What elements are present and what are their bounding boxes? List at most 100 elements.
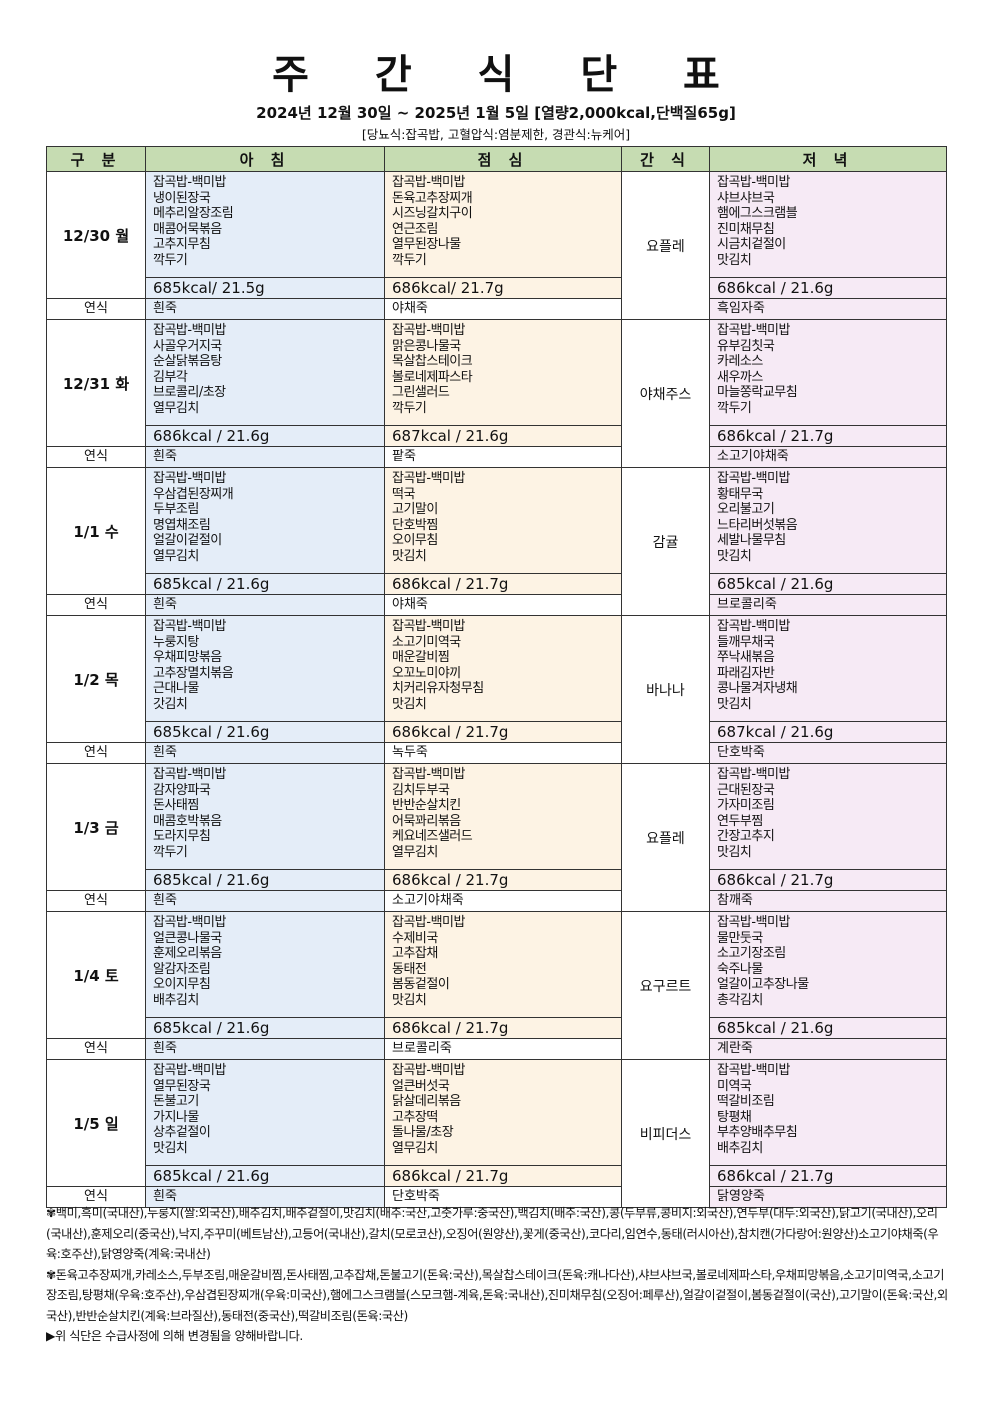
menu-item: 단호박찜	[392, 517, 438, 533]
breakfast-soft-diet: 흰죽	[145, 1186, 385, 1208]
menu-item: 파래김자반	[717, 665, 775, 681]
menu-item: 누룽지탕	[153, 634, 199, 650]
day-label: 12/31 화	[46, 319, 146, 447]
day-menu-row: 1/2 목 잡곡밥-백미밥 누룽지탕 우채피망볶음 고추장멸치볶음 근대나물 갓김치 잡곡밥-…	[46, 615, 947, 764]
menu-item: 닭살데리볶음	[392, 1094, 461, 1110]
snack-cell: 바나나	[621, 615, 710, 764]
breakfast-kcal: 685kcal / 21.6g	[145, 721, 385, 743]
day-menu-row: 1/5 일 잡곡밥-백미밥 열무된장국 돈불고기 가지나물 상추겉절이 맛김치 잡곡밥-백미밥…	[46, 1059, 947, 1208]
menu-item: 잡곡밥-백미밥	[717, 619, 790, 634]
snack-cell: 요플레	[621, 171, 710, 320]
soft-diet-row: 연식 흰죽 야채죽 브로콜리죽	[46, 594, 947, 616]
dinner-soft-diet: 계란죽	[709, 1038, 947, 1060]
kcal-row: 685kcal / 21.6g 686kcal / 21.7g 686kcal / …	[47, 1165, 947, 1187]
breakfast-soft-diet: 흰죽	[145, 446, 385, 468]
breakfast-menu-cell: 잡곡밥-백미밥 사골우거지국 순살닭볶음탕 김부각 브로콜리/초장 열무김치	[145, 319, 385, 426]
menu-item: 봄동겉절이	[392, 977, 450, 993]
menu-body: 12/30 월 잡곡밥-백미밥 냉이된장국 메추리알장조림 매콤어묵볶음 고추지무침 깍두기…	[46, 171, 947, 1208]
soft-diet-row: 연식 흰죽 야채죽 흑임자죽	[46, 298, 947, 320]
menu-item: 맛김치	[717, 548, 752, 564]
menu-item: 배추김치	[717, 1140, 763, 1156]
snack-cell: 감귤	[621, 467, 710, 616]
day-label: 1/2 목	[46, 615, 146, 743]
menu-item: 목살찹스테이크	[392, 354, 473, 370]
snack-cell: 비피더스	[621, 1059, 710, 1208]
menu-item: 사골우거지국	[153, 338, 222, 354]
lunch-kcal: 686kcal / 21.7g	[384, 869, 622, 891]
menu-item: 오이무침	[392, 533, 438, 549]
day-label: 1/1 수	[46, 467, 146, 595]
menu-item: 잡곡밥-백미밥	[153, 471, 226, 486]
origin-note-2: ✾돈육고추장찌개,카레소스,두부조림,매운갈비찜,돈사태찜,고추잡채,돈불고기(…	[46, 1267, 948, 1323]
menu-item: 소고기장조림	[717, 946, 786, 962]
menu-item: 황태무국	[717, 486, 763, 502]
menu-item: 콩나물겨자냉채	[717, 681, 798, 697]
menu-item: 김치두부국	[392, 782, 450, 798]
breakfast-kcal: 685kcal/ 21.5g	[145, 277, 385, 299]
menu-item: 잡곡밥-백미밥	[153, 767, 226, 782]
lunch-menu-cell: 잡곡밥-백미밥 돈육고추장찌개 시즈닝갈치구이 연근조림 열무된장나물 깍두기	[384, 171, 622, 278]
soft-diet-label: 연식	[46, 742, 146, 764]
menu-item: 탕평채	[717, 1109, 752, 1125]
breakfast-menu-cell: 잡곡밥-백미밥 누룽지탕 우채피망볶음 고추장멸치볶음 근대나물 갓김치	[145, 615, 385, 722]
menu-item: 열무김치	[392, 844, 438, 860]
lunch-kcal: 686kcal/ 21.7g	[384, 277, 622, 299]
breakfast-kcal: 685kcal / 21.6g	[145, 573, 385, 595]
dinner-soft-diet: 참깨죽	[709, 890, 947, 912]
day-menu-row: 1/1 수 잡곡밥-백미밥 우삼겹된장찌개 두부조림 명엽채조림 얼갈이겉절이 열무김치 잡곡…	[46, 467, 947, 616]
menu-item: 얼갈이겉절이	[153, 533, 222, 549]
lunch-kcal: 686kcal / 21.7g	[384, 573, 622, 595]
dinner-menu-cell: 잡곡밥-백미밥 근대된장국 가자미조림 연두부찜 간장고추지 맛김치	[709, 763, 947, 870]
breakfast-menu-cell: 잡곡밥-백미밥 열무된장국 돈불고기 가지나물 상추겉절이 맛김치	[145, 1059, 385, 1166]
kcal-row: 685kcal/ 21.5g 686kcal/ 21.7g 686kcal / 21…	[47, 277, 947, 299]
menu-item: 김부각	[153, 369, 188, 385]
menu-item: 잡곡밥-백미밥	[717, 471, 790, 486]
menu-item: 잡곡밥-백미밥	[153, 619, 226, 634]
diet-note: [당뇨식:잡곡밥, 고혈압식:염분제한, 경관식:뉴케어]	[361, 127, 631, 142]
disclaimer: ▶위 식단은 수급사정에 의해 변경됨을 양해바랍니다.	[46, 1329, 303, 1343]
soft-diet-label: 연식	[46, 1186, 146, 1208]
breakfast-kcal: 685kcal / 21.6g	[145, 1165, 385, 1187]
breakfast-soft-diet: 흰죽	[145, 594, 385, 616]
menu-item: 열무된장국	[153, 1078, 211, 1094]
menu-item: 잡곡밥-백미밥	[153, 1063, 226, 1078]
menu-item: 잡곡밥-백미밥	[153, 915, 226, 930]
menu-item: 볼로네제파스타	[392, 369, 473, 385]
menu-item: 매콤어묵볶음	[153, 221, 222, 237]
day-menu-row: 1/3 금 잡곡밥-백미밥 감자양파국 돈사태찜 매콤호박볶음 도라지무침 깍두기 잡곡밥-백…	[46, 763, 947, 912]
date-range-subtitle: 2024년 12월 30일 ~ 2025년 1월 5일 [열량2,000kcal…	[256, 104, 736, 122]
menu-item: 수제비국	[392, 930, 438, 946]
breakfast-kcal: 685kcal / 21.6g	[145, 869, 385, 891]
menu-item: 잡곡밥-백미밥	[392, 915, 465, 930]
menu-item: 근대나물	[153, 681, 199, 697]
menu-item: 우삼겹된장찌개	[153, 486, 234, 502]
lunch-soft-diet: 팥죽	[384, 446, 622, 468]
header-breakfast: 아 침	[145, 146, 385, 172]
menu-item: 매운갈비찜	[392, 650, 450, 666]
kcal-row: 685kcal / 21.6g 686kcal / 21.7g 685kcal / …	[47, 573, 947, 595]
breakfast-menu-cell: 잡곡밥-백미밥 감자양파국 돈사태찜 매콤호박볶음 도라지무침 깍두기	[145, 763, 385, 870]
kcal-row: 685kcal / 21.6g 686kcal / 21.7g 686kcal / …	[47, 869, 947, 891]
menu-item: 고추지무침	[153, 237, 211, 253]
menu-item: 잡곡밥-백미밥	[717, 1063, 790, 1078]
menu-item: 진미채무침	[717, 221, 775, 237]
menu-item: 어묵꽈리볶음	[392, 813, 461, 829]
day-label: 1/4 토	[46, 911, 146, 1039]
menu-item: 물만둣국	[717, 930, 763, 946]
breakfast-kcal: 686kcal / 21.6g	[145, 425, 385, 447]
dinner-kcal: 686kcal / 21.7g	[709, 425, 947, 447]
menu-item: 얼갈이고추장나물	[717, 977, 809, 993]
page-title: 주 간 식 단 표	[272, 52, 746, 98]
lunch-menu-cell: 잡곡밥-백미밥 소고기미역국 매운갈비찜 오꼬노미야끼 치커리유자청무침 맛김치	[384, 615, 622, 722]
menu-item: 고추장떡	[392, 1109, 438, 1125]
menu-item: 우채피망볶음	[153, 650, 222, 666]
soft-diet-row: 연식 흰죽 녹두죽 단호박죽	[46, 742, 947, 764]
dinner-soft-diet: 소고기야채죽	[709, 446, 947, 468]
menu-item: 그린샐러드	[392, 385, 450, 401]
origin-note-1: ✾백미,흑미(국내산),누룽지(쌀:외국산),배추김치,배추겉절이,맛김치(배추…	[46, 1206, 939, 1261]
lunch-soft-diet: 야채죽	[384, 298, 622, 320]
menu-item: 배추김치	[153, 992, 199, 1008]
menu-item: 햄에그스크램블	[717, 206, 798, 222]
menu-item: 열무김치	[153, 548, 199, 564]
soft-diet-label: 연식	[46, 890, 146, 912]
